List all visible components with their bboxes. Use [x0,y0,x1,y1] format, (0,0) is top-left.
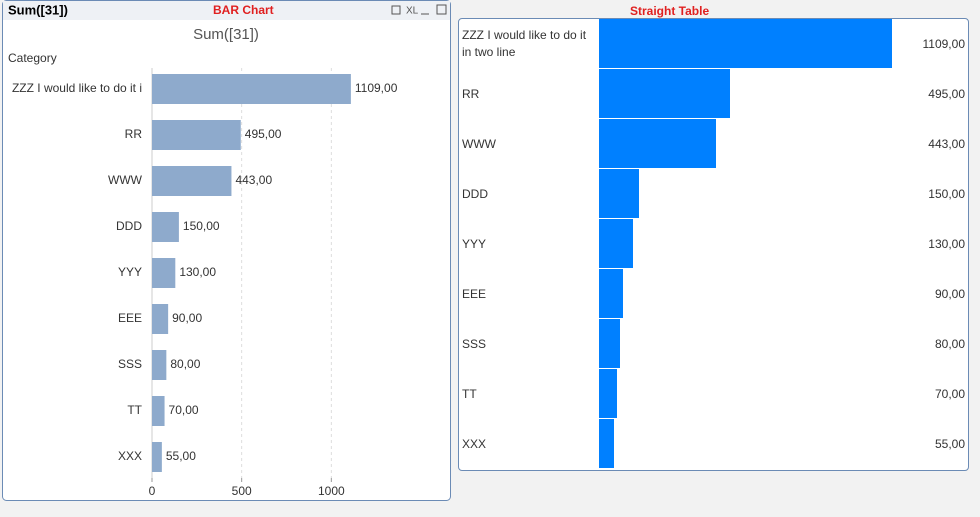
bar [152,120,241,150]
value-label: 80,00 [170,357,200,371]
bar [152,442,162,472]
bar [152,212,179,242]
straight-table: ZZZ I would like to do it in two line 110… [458,18,969,471]
y-tick-label: DDD [116,219,142,233]
category-cell: SSS [462,336,487,351]
table-bar [599,119,717,168]
table-row: DDD 150,00 [459,169,968,219]
bar [152,258,176,288]
value-cell: 70,00 [934,387,965,401]
table-row: WWW 443,00 [459,119,968,169]
x-tick-label: 500 [232,484,252,498]
table-row: XXX 55,00 [459,419,968,469]
chart-title: Sum([31]) [193,26,259,43]
svg-text:XL: XL [406,6,419,17]
caption-bar [3,1,450,20]
category-cell: RR [462,86,480,101]
table-bar [599,19,892,68]
table-row: EEE 90,00 [459,269,968,319]
value-cell: 150,00 [928,187,965,201]
x-tick-label: 0 [149,484,156,498]
category-cell: EEE [462,286,487,301]
table-bar [599,369,618,418]
table-row: ZZZ I would like to do it in two line 110… [459,19,968,69]
bar [152,74,351,104]
table-bar [599,269,623,318]
table-row: TT 70,00 [459,369,968,419]
bar [152,166,232,196]
table-row: SSS 80,00 [459,319,968,369]
y-tick-label: WWW [108,173,143,187]
table-bar [599,319,621,368]
value-cell: 130,00 [928,237,965,251]
y-tick-label: ZZZ I would like to do it i [12,81,142,95]
value-cell: 80,00 [934,337,965,351]
y-tick-label: XXX [118,449,142,463]
panel-frame [2,0,451,501]
value-label: 443,00 [235,173,272,187]
value-label: 495,00 [245,127,282,141]
value-label: 90,00 [172,311,202,325]
table-bar [599,69,730,118]
y-tick-label: RR [125,127,143,141]
table-bar [599,169,639,218]
table-label: Straight Table [630,4,710,18]
category-cell: XXX [462,436,487,451]
category-cell: ZZZ I would like to do it in two line [462,28,587,59]
value-cell: 55,00 [934,437,965,451]
axis-label: Category [8,51,57,65]
y-tick-label: SSS [118,357,142,371]
table-row: RR 495,00 [459,69,968,119]
value-cell: 495,00 [928,87,965,101]
table-row: YYY 130,00 [459,219,968,269]
value-label: 55,00 [166,449,196,463]
y-tick-label: TT [127,403,142,417]
y-tick-label: YYY [118,265,142,279]
category-cell: TT [462,386,477,401]
category-cell: DDD [462,186,488,201]
table-bar [599,419,614,468]
bar [152,304,169,334]
table-bar [599,219,634,268]
value-label: 150,00 [183,219,220,233]
y-tick-label: EEE [118,311,142,325]
value-label: 70,00 [169,403,199,417]
x-tick-label: 1000 [318,484,345,498]
bar [152,350,167,380]
caption: Sum([31]) [8,2,68,17]
category-cell: WWW [462,136,496,151]
value-label: 130,00 [179,265,216,279]
category-cell: YYY [462,236,487,251]
chart-label: BAR Chart [213,3,274,17]
bar-chart-panel: Sum([31]) XL Sum([31]) Category 0 500 1000… [2,0,451,501]
value-cell: 443,00 [928,137,965,151]
bar [152,396,165,426]
value-cell: 90,00 [934,287,965,301]
value-label: 1109,00 [355,81,398,95]
value-cell: 1109,00 [922,37,966,51]
caption-icons[interactable]: XL [391,4,447,17]
